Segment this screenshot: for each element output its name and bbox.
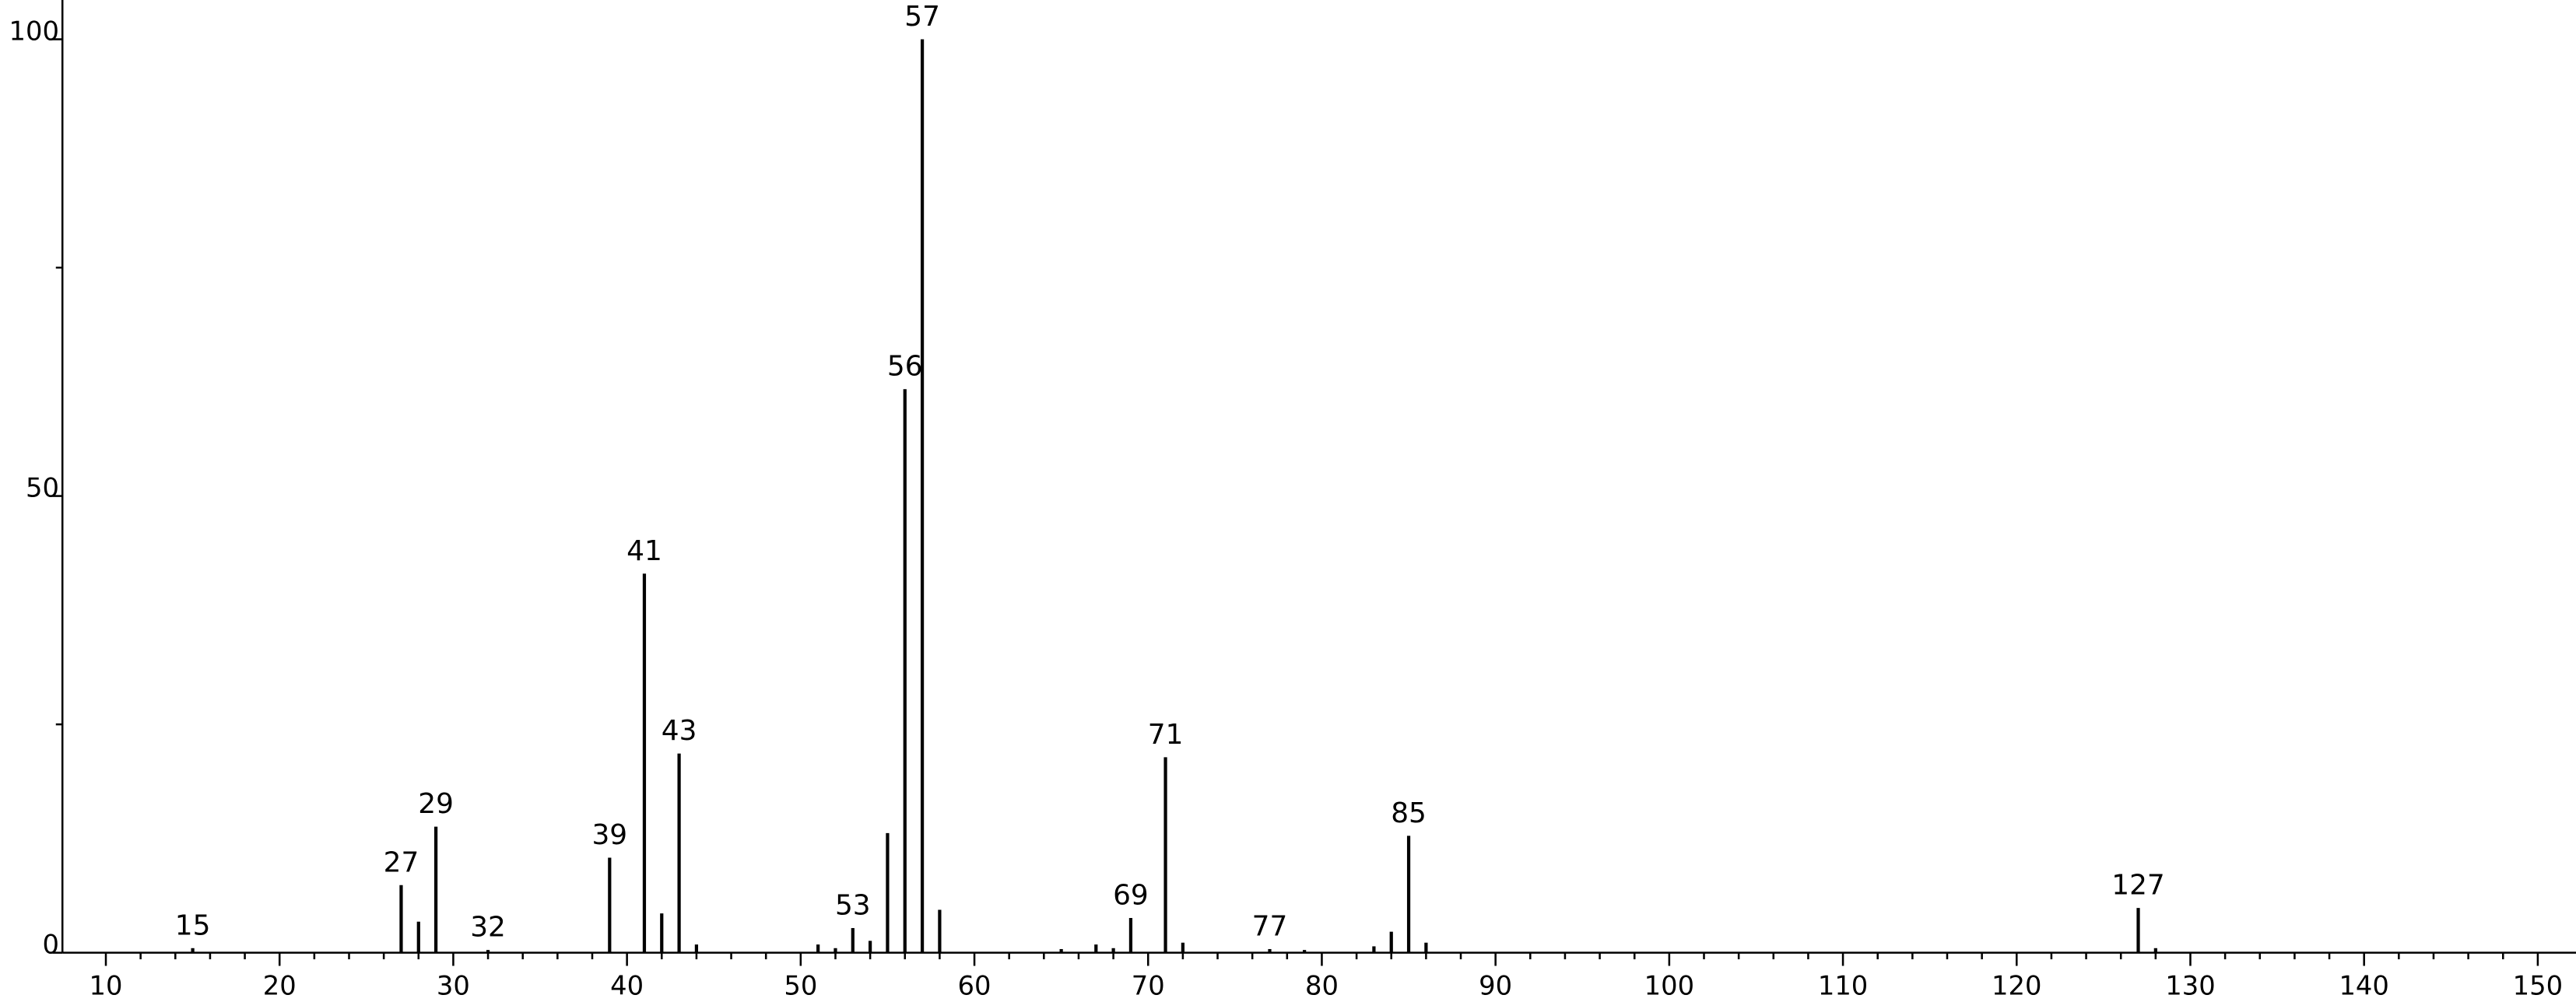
y-tick-label: 50 [26,473,59,503]
x-tick-label: 120 [1992,970,2041,1000]
x-tick-label: 40 [610,970,644,1000]
peak-label: 43 [662,715,697,747]
peak-label: 77 [1252,911,1288,943]
x-tick-label: 140 [2339,970,2388,1000]
x-tick-label: 100 [1644,970,1694,1000]
x-tick-label: 80 [1305,970,1339,1000]
y-tick-label: 100 [9,16,59,47]
x-tick-label: 130 [2165,970,2215,1000]
x-tick-label: 90 [1479,970,1512,1000]
peak-label: 15 [175,909,211,941]
x-tick-label: 110 [1818,970,1868,1000]
x-tick-label: 70 [1132,970,1165,1000]
x-tick-label: 60 [958,970,991,1000]
peak-label: 57 [904,1,940,33]
peak-label: 32 [470,912,506,944]
peak-label: 69 [1113,880,1149,912]
peak-label: 56 [887,351,923,383]
peak-label: 29 [418,788,454,820]
peak-label: 71 [1148,719,1184,751]
x-tick-label: 150 [2513,970,2563,1000]
y-tick-label: 0 [43,930,59,960]
x-tick-label: 30 [437,970,470,1000]
peak-label: 53 [835,890,871,922]
peak-label: 127 [2111,870,2164,902]
x-tick-label: 20 [263,970,297,1000]
x-tick-label: 50 [784,970,817,1000]
peak-label: 85 [1391,797,1427,829]
x-tick-label: 10 [89,970,123,1000]
peak-label: 39 [591,819,627,851]
peak-label: 27 [384,846,419,878]
peak-label: 41 [626,535,662,567]
